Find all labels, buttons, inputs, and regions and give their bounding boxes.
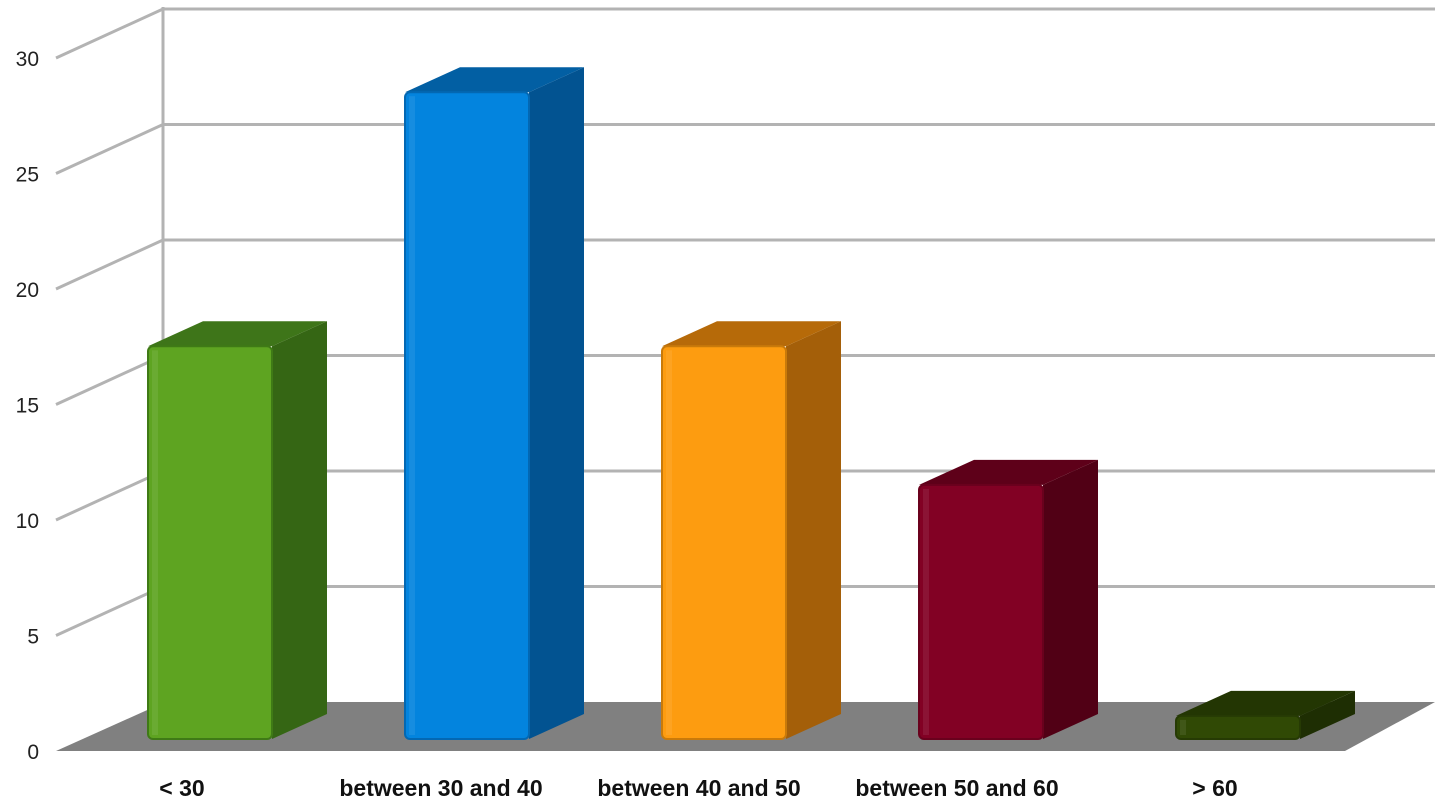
x-tick-label: between 30 and 40 bbox=[339, 775, 542, 801]
bar-side bbox=[529, 67, 584, 739]
x-tick-label: between 40 and 50 bbox=[597, 775, 800, 801]
bar-highlight bbox=[923, 489, 929, 735]
bar bbox=[405, 92, 529, 739]
bar bbox=[919, 485, 1043, 739]
bar bbox=[1176, 716, 1300, 739]
bar-highlight bbox=[666, 350, 672, 735]
x-tick-label: > 60 bbox=[1192, 775, 1237, 801]
y-tick-label: 20 bbox=[16, 279, 39, 302]
gridline-30 bbox=[56, 9, 1435, 58]
y-tick-label: 10 bbox=[16, 510, 39, 533]
y-tick-label: 25 bbox=[16, 164, 39, 187]
bar-side bbox=[1043, 460, 1098, 739]
x-axis-category-labels: < 30 between 30 and 40 between 40 and 50 be… bbox=[159, 775, 1237, 801]
bar-side bbox=[786, 321, 841, 739]
y-tick-label: 5 bbox=[27, 626, 39, 649]
bar bbox=[148, 346, 272, 739]
gridline-25 bbox=[56, 125, 1435, 174]
bar-group bbox=[405, 67, 584, 739]
y-tick-label: 15 bbox=[16, 395, 39, 418]
bar-highlight bbox=[152, 350, 158, 735]
bar-highlight bbox=[409, 96, 415, 735]
bar-group bbox=[148, 321, 327, 739]
y-tick-label: 0 bbox=[27, 741, 39, 764]
chart-bars bbox=[148, 67, 1355, 739]
gridline-20 bbox=[56, 240, 1435, 289]
y-tick-label: 30 bbox=[16, 48, 39, 71]
bar-side bbox=[272, 321, 327, 739]
bar bbox=[662, 346, 786, 739]
bar-highlight bbox=[1180, 720, 1186, 735]
bar-group bbox=[919, 460, 1098, 739]
bar-group bbox=[662, 321, 841, 739]
y-axis-tick-labels: 0 5 10 15 20 25 30 bbox=[16, 48, 39, 764]
x-tick-label: between 50 and 60 bbox=[855, 775, 1058, 801]
x-tick-label: < 30 bbox=[159, 775, 204, 801]
